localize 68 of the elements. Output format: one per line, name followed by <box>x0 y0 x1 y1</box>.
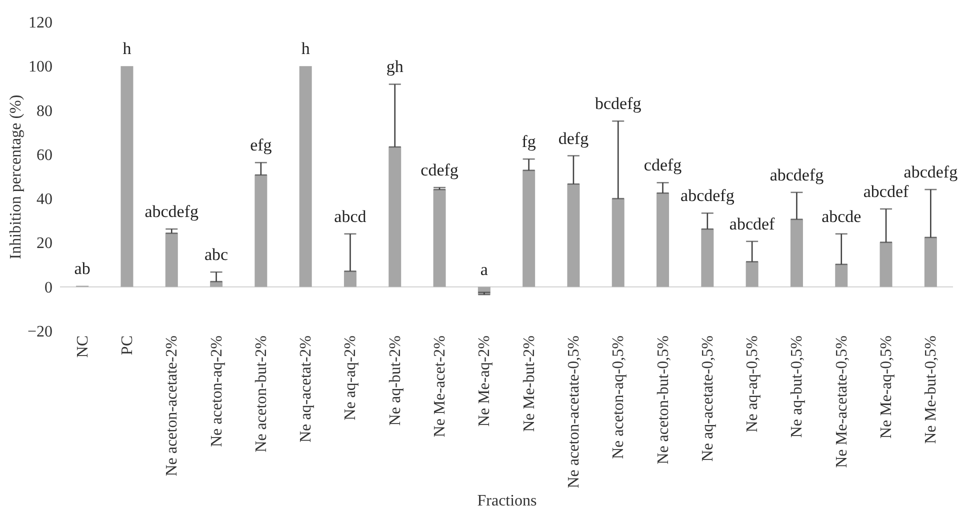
annotation: abcde <box>822 206 862 226</box>
y-tick-label: 100 <box>28 58 52 76</box>
annotation: abc <box>204 245 229 264</box>
x-axis-title: Fractions <box>477 492 537 510</box>
y-tick-label: 120 <box>28 14 52 32</box>
x-tick-label: Ne Me-acet-2% <box>432 336 449 438</box>
x-tick-label: Ne Me-aq-0,5% <box>878 336 896 439</box>
bar <box>880 242 892 287</box>
annotation: defg <box>558 128 590 148</box>
y-tick-label: −20 <box>27 324 52 340</box>
x-tick-label: Ne aq-acetate-0,5% <box>699 336 716 462</box>
annotation: abcdefg <box>770 165 824 184</box>
x-tick-label: Ne aq-aq-2% <box>342 336 360 420</box>
x-tick-label: Ne aceton-but-0,5% <box>654 336 672 464</box>
bar <box>746 262 758 287</box>
bar <box>299 66 312 287</box>
bar <box>701 229 714 287</box>
x-tick-label: Ne Me-but-0,5% <box>922 336 940 444</box>
x-tick-label: Ne Me-aq-2% <box>476 336 494 427</box>
x-tick-label: PC <box>118 336 136 356</box>
annotation: h <box>122 39 132 58</box>
annotation: gh <box>386 57 404 76</box>
bar <box>612 198 624 287</box>
y-tick-label: 0 <box>44 279 52 296</box>
x-tick-label: Ne aq-but-0,5% <box>788 336 806 438</box>
bar <box>344 271 356 287</box>
bar <box>522 170 536 287</box>
y-tick-label: 40 <box>36 191 52 208</box>
x-tick-label: NC <box>74 336 92 358</box>
x-tick-label: Ne aq-but-2% <box>386 336 404 426</box>
annotation: h <box>301 39 310 58</box>
annotation: ab <box>74 258 90 278</box>
bar <box>835 264 848 287</box>
annotation: a <box>480 260 488 279</box>
annotation: efg <box>250 136 272 155</box>
annotation: abcdefg <box>680 186 735 206</box>
annotation: cdefg <box>420 160 459 180</box>
y-tick-label: 80 <box>36 102 52 120</box>
annotation: abcdef <box>729 214 776 234</box>
x-tick-label: Ne aceton-acetate-0,5% <box>565 336 582 488</box>
annotation: fg <box>522 132 536 152</box>
x-tick-label: Ne aceton-but-2% <box>252 336 270 452</box>
x-tick-label: Ne aceton-acetate-2% <box>164 336 181 476</box>
x-tick-label: Ne aq-aq-0,5% <box>744 336 762 432</box>
bar <box>433 190 446 287</box>
y-tick-label: 20 <box>36 235 52 252</box>
bar <box>120 66 134 287</box>
annotation: abcdefg <box>904 162 958 182</box>
annotation: abcdef <box>863 182 910 201</box>
annotation: bcdefg <box>594 94 642 114</box>
bar <box>165 233 178 287</box>
bar <box>790 219 803 287</box>
x-tick-label: Ne aceton-aq-0,5% <box>610 336 628 459</box>
bar <box>567 184 580 287</box>
bar <box>254 174 268 287</box>
y-axis-title: Inhibition percentage (%) <box>7 94 24 260</box>
annotation: cdefg <box>644 156 682 175</box>
y-tick-label: 60 <box>36 146 52 164</box>
x-tick-label: Ne Me-but-2% <box>520 336 538 432</box>
x-tick-label: Ne aq-acetat-2% <box>298 336 315 443</box>
bar <box>210 282 223 287</box>
x-tick-label: Ne Me-acetate-0,5% <box>833 336 850 468</box>
annotation: abcdefg <box>144 202 200 222</box>
x-tick-label: Ne aceton-aq-2% <box>208 336 226 447</box>
annotation: abcd <box>334 206 367 226</box>
bar <box>656 193 670 287</box>
bar <box>924 237 937 287</box>
bar <box>388 146 402 287</box>
